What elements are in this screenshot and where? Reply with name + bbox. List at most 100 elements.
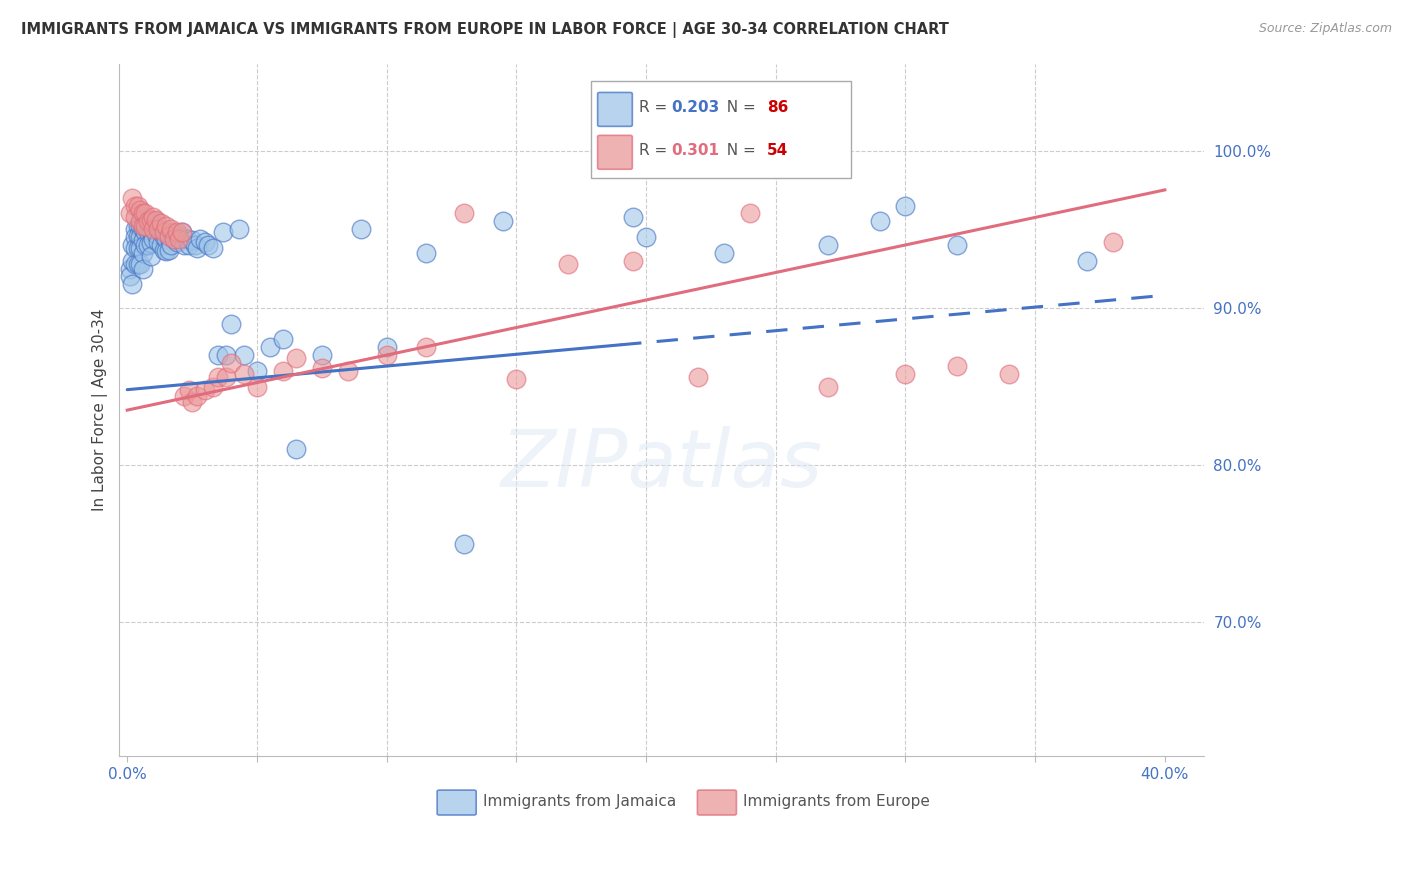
Point	[167, 228, 190, 243]
Point	[194, 383, 217, 397]
Point	[127, 241, 149, 255]
Point	[311, 360, 333, 375]
FancyBboxPatch shape	[591, 81, 852, 178]
Y-axis label: In Labor Force | Age 30-34: In Labor Force | Age 30-34	[93, 309, 108, 511]
Point	[155, 244, 177, 259]
Point	[118, 269, 141, 284]
Point	[124, 241, 146, 255]
Text: 0.301: 0.301	[671, 143, 720, 158]
Point	[124, 210, 146, 224]
Point	[686, 370, 709, 384]
Point	[1076, 253, 1098, 268]
Point	[129, 257, 152, 271]
Point	[233, 367, 256, 381]
Point	[194, 235, 217, 249]
Point	[207, 348, 229, 362]
Text: N =: N =	[717, 100, 761, 115]
Text: Immigrants from Europe: Immigrants from Europe	[742, 794, 929, 809]
Point	[350, 222, 373, 236]
Point	[215, 348, 238, 362]
Point	[134, 219, 156, 233]
Point	[121, 253, 143, 268]
Point	[139, 236, 162, 251]
Point	[246, 379, 269, 393]
Point	[492, 214, 515, 228]
Text: Immigrants from Jamaica: Immigrants from Jamaica	[482, 794, 676, 809]
Point	[621, 210, 644, 224]
Point	[163, 232, 186, 246]
Text: R =: R =	[638, 100, 672, 115]
Point	[894, 199, 917, 213]
Point	[136, 238, 159, 252]
Point	[142, 219, 165, 233]
Point	[155, 219, 177, 233]
Point	[336, 364, 359, 378]
Point	[132, 245, 155, 260]
Text: 86: 86	[766, 100, 789, 115]
Point	[817, 238, 839, 252]
Point	[415, 245, 437, 260]
Point	[166, 226, 188, 240]
Point	[124, 230, 146, 244]
Point	[152, 243, 174, 257]
Point	[817, 379, 839, 393]
Point	[127, 257, 149, 271]
Point	[505, 372, 527, 386]
Text: ZIPatlas: ZIPatlas	[501, 426, 823, 505]
Point	[738, 206, 761, 220]
Text: IMMIGRANTS FROM JAMAICA VS IMMIGRANTS FROM EUROPE IN LABOR FORCE | AGE 30-34 COR: IMMIGRANTS FROM JAMAICA VS IMMIGRANTS FR…	[21, 22, 949, 38]
Point	[127, 228, 149, 243]
Point	[132, 233, 155, 247]
Point	[197, 238, 219, 252]
Point	[228, 222, 250, 236]
Point	[132, 219, 155, 233]
Point	[181, 395, 204, 409]
Point	[142, 222, 165, 236]
Point	[132, 261, 155, 276]
Point	[132, 222, 155, 236]
Point	[375, 340, 398, 354]
Point	[127, 199, 149, 213]
Point	[129, 241, 152, 255]
Point	[134, 214, 156, 228]
Point	[160, 226, 183, 240]
Point	[188, 232, 211, 246]
Point	[121, 277, 143, 292]
Point	[148, 222, 170, 236]
Point	[179, 238, 201, 252]
Point	[152, 226, 174, 240]
Point	[212, 226, 235, 240]
Point	[157, 243, 180, 257]
Point	[129, 219, 152, 233]
Point	[124, 222, 146, 236]
Point	[136, 226, 159, 240]
Point	[869, 214, 891, 228]
Point	[129, 203, 152, 218]
Point	[219, 317, 242, 331]
Point	[946, 238, 969, 252]
Point	[149, 238, 172, 252]
Point	[134, 238, 156, 252]
Point	[124, 257, 146, 271]
Point	[557, 257, 579, 271]
Point	[946, 359, 969, 373]
Point	[134, 206, 156, 220]
Point	[998, 367, 1021, 381]
Point	[142, 232, 165, 246]
Point	[118, 206, 141, 220]
Point	[118, 261, 141, 276]
FancyBboxPatch shape	[437, 790, 477, 815]
Point	[152, 230, 174, 244]
Point	[136, 214, 159, 228]
Point	[173, 238, 195, 252]
Point	[415, 340, 437, 354]
Point	[160, 238, 183, 252]
Point	[132, 206, 155, 220]
Point	[176, 232, 198, 246]
Point	[129, 230, 152, 244]
Point	[894, 367, 917, 381]
Point	[284, 351, 307, 366]
Point	[139, 224, 162, 238]
Point	[166, 235, 188, 249]
Point	[170, 226, 193, 240]
